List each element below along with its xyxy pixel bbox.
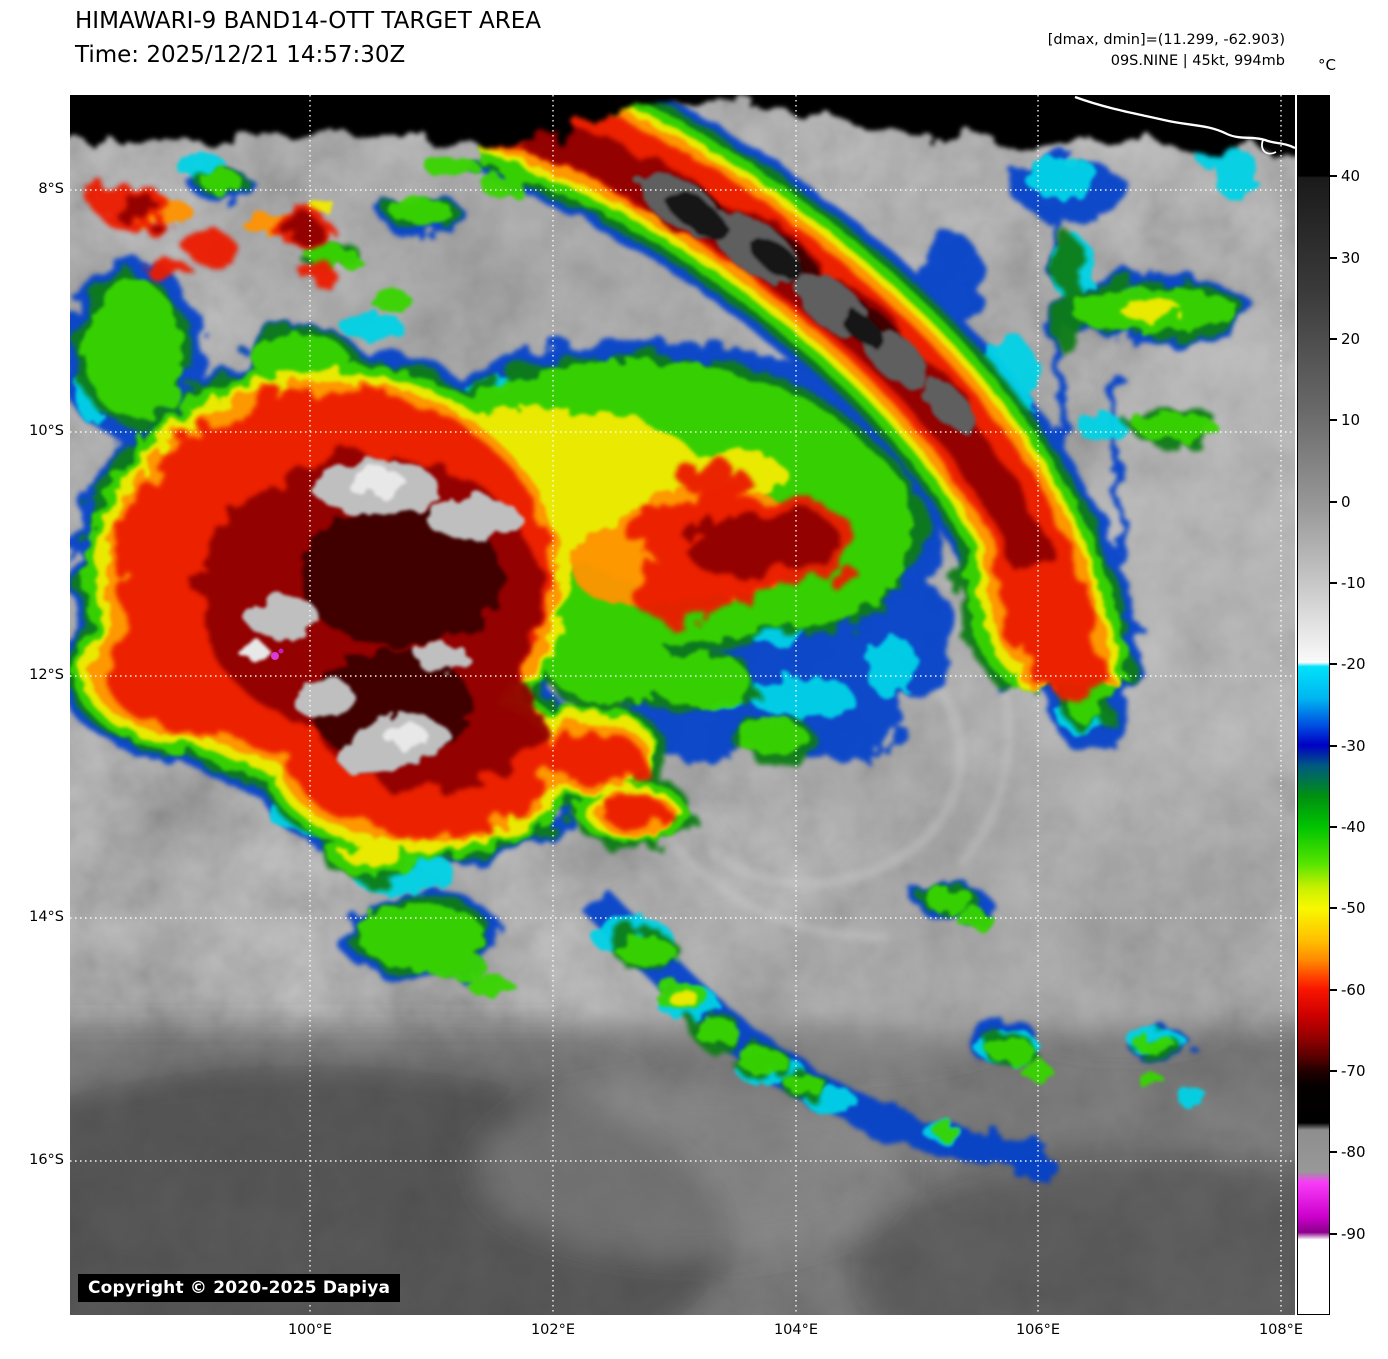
lat-label-8s: 8°S — [38, 181, 64, 197]
colorbar-tick: 40 — [1330, 167, 1360, 185]
colorbar-tick-label: -40 — [1341, 818, 1366, 836]
colorbar-tick-label: 20 — [1341, 330, 1361, 348]
lon-label-100e: 100°E — [287, 1322, 333, 1338]
lon-label-102e: 102°E — [530, 1322, 576, 1338]
temperature-colorbar — [1297, 95, 1330, 1315]
colorbar-tick: -20 — [1330, 655, 1366, 673]
no-data-strip — [70, 95, 1295, 154]
storm-id-readout: 09S.NINE | 45kt, 994mb — [1110, 53, 1285, 69]
colorbar-tick-mark — [1330, 1070, 1337, 1072]
colorbar-tick-label: -10 — [1341, 574, 1366, 592]
lat-label-12s: 12°S — [29, 667, 64, 683]
colorbar-tick: -90 — [1330, 1225, 1366, 1243]
colorbar-tick-mark — [1330, 989, 1337, 991]
extreme-cold-spot — [271, 648, 284, 660]
lat-label-16s: 16°S — [29, 1152, 64, 1168]
colorbar-tick-mark — [1330, 257, 1337, 259]
product-title: HIMAWARI-9 BAND14-OTT TARGET AREA — [75, 8, 542, 34]
colorbar-tick-label: -60 — [1341, 981, 1366, 999]
coastline — [1074, 95, 1295, 155]
colorbar-tick: -40 — [1330, 818, 1366, 836]
colorbar-tick: 10 — [1330, 411, 1360, 429]
colorbar-tick-label: 0 — [1341, 493, 1351, 511]
colorbar-tick: 20 — [1330, 330, 1360, 348]
lon-label-104e: 104°E — [773, 1322, 819, 1338]
colorbar-tick: -10 — [1330, 574, 1366, 592]
colorbar-tick-label: -50 — [1341, 899, 1366, 917]
colorbar-tick: -60 — [1330, 981, 1366, 999]
satellite-map: Copyright © 2020-2025 Dapiya — [70, 95, 1295, 1315]
colorbar-tick-mark — [1330, 745, 1337, 747]
lon-label-108e: 108°E — [1258, 1322, 1304, 1338]
lon-label-106e: 106°E — [1015, 1322, 1061, 1338]
colorbar-tick: -70 — [1330, 1062, 1366, 1080]
overshooting-tops-layer — [238, 171, 974, 776]
colorbar-tick-label: 10 — [1341, 411, 1361, 429]
dmax-dmin-readout: [dmax, dmin]=(11.299, -62.903) — [1047, 32, 1285, 48]
colorbar-tick: -50 — [1330, 899, 1366, 917]
colorbar-tick-label: -20 — [1341, 655, 1366, 673]
colorbar-tick-label: -70 — [1341, 1062, 1366, 1080]
colorbar-tick-mark — [1330, 1233, 1337, 1235]
colorbar-tick-mark — [1330, 1151, 1337, 1153]
colorbar-tick: -30 — [1330, 737, 1366, 755]
copyright-badge: Copyright © 2020-2025 Dapiya — [78, 1274, 401, 1302]
colorbar-tick-mark — [1330, 582, 1337, 584]
colorbar-tick: 0 — [1330, 493, 1351, 511]
colorbar-tick-label: -80 — [1341, 1143, 1366, 1161]
colorbar-tick-label: -90 — [1341, 1225, 1366, 1243]
colorbar-tick-label: 30 — [1341, 249, 1361, 267]
colorbar-tick-mark — [1330, 826, 1337, 828]
header-readouts: [dmax, dmin]=(11.299, -62.903) 09S.NINE … — [1048, 30, 1285, 72]
colorbar-tick-mark — [1330, 907, 1337, 909]
colorbar-tick-mark — [1330, 419, 1337, 421]
satellite-ir-image — [70, 95, 1295, 1315]
colorbar-tick-mark — [1330, 175, 1337, 177]
colorbar-tick: 30 — [1330, 249, 1360, 267]
colorbar-tick-label: 40 — [1341, 167, 1361, 185]
colorbar-tick: -80 — [1330, 1143, 1366, 1161]
colorbar-tick-mark — [1330, 338, 1337, 340]
lat-label-14s: 14°S — [29, 909, 64, 925]
colorbar-tick-mark — [1330, 501, 1337, 503]
colorbar-tick-label: -30 — [1341, 737, 1366, 755]
colorbar-tick-mark — [1330, 663, 1337, 665]
lat-label-10s: 10°S — [29, 423, 64, 439]
latlon-grid — [70, 95, 1295, 1315]
product-time: Time: 2025/12/21 14:57:30Z — [75, 42, 406, 68]
colorbar-unit-label: °C — [1318, 56, 1336, 74]
